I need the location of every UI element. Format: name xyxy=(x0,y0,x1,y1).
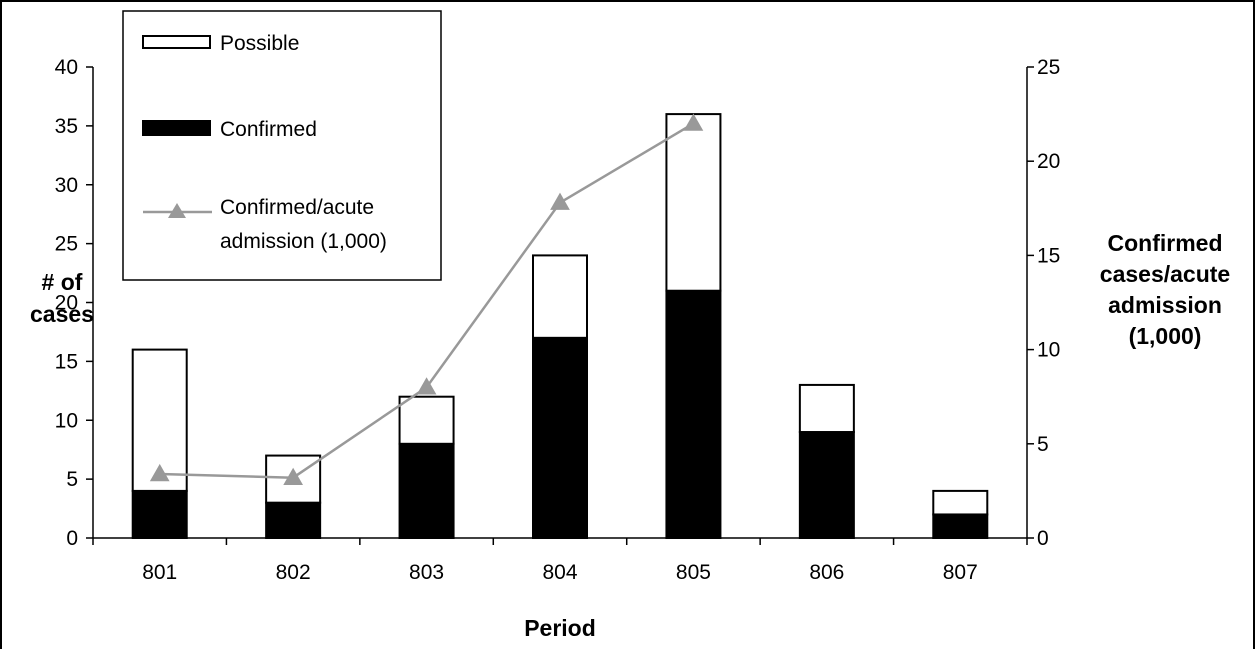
y-tick-label: 10 xyxy=(55,409,78,432)
y2-tick-label: 20 xyxy=(1037,150,1060,173)
legend-swatch-possible xyxy=(142,35,211,49)
labels-layer: 0 5 10 15 20 25 30 35 40 0 5 10 15 20 25 801 802 803 804 80… xyxy=(30,56,1230,641)
y-tick-label: 5 xyxy=(66,468,78,491)
legend-label-2: Confirmed xyxy=(220,118,317,141)
line-point-805 xyxy=(683,113,704,131)
y2-axis-title: Confirmed cases/acute admission (1,000) xyxy=(1100,230,1230,349)
legend-label-3: Confirmed/acute admission (1,000) xyxy=(220,196,387,253)
bar-possible-805 xyxy=(665,113,722,292)
axes-layer xyxy=(86,66,1034,545)
legend-marker-triangle xyxy=(168,203,186,218)
bar-possible-803 xyxy=(398,395,455,445)
legend-label-1: Possible xyxy=(220,32,299,55)
bars-layer xyxy=(131,113,989,540)
y-tick-label: 25 xyxy=(55,233,78,256)
bar-confirmed-801 xyxy=(131,489,188,539)
y2-tick-label: 15 xyxy=(1037,244,1060,267)
x-tick-label: 807 xyxy=(943,561,978,584)
x-axis-title: Period xyxy=(524,615,596,641)
line-point-804 xyxy=(550,192,570,210)
x-tick-label: 803 xyxy=(409,561,444,584)
x-tick-label: 806 xyxy=(809,561,844,584)
bar-confirmed-805 xyxy=(665,289,722,540)
bar-confirmed-804 xyxy=(532,336,588,539)
y2-tick-label: 10 xyxy=(1037,339,1060,362)
bar-possible-804 xyxy=(532,254,588,339)
y-tick-label: 20 xyxy=(55,292,78,315)
y-tick-label: 40 xyxy=(55,56,78,79)
legend-box xyxy=(122,10,442,281)
line-layer xyxy=(149,113,704,485)
y-tick-label: 35 xyxy=(55,115,78,138)
bar-confirmed-806 xyxy=(798,431,855,539)
line-point-803 xyxy=(416,377,437,395)
y2-tick-label: 0 xyxy=(1037,527,1049,550)
bar-confirmed-803 xyxy=(398,442,455,539)
x-tick-label: 801 xyxy=(142,561,177,584)
bar-confirmed-807 xyxy=(932,513,989,540)
line-point-802 xyxy=(283,467,304,485)
y-tick-label: 30 xyxy=(55,174,78,197)
bar-confirmed-802 xyxy=(265,501,322,539)
legend-swatch-confirmed xyxy=(142,120,211,136)
y-axis-title: # of cases xyxy=(30,269,94,327)
line-point-801 xyxy=(149,463,170,482)
bar-possible-802 xyxy=(265,454,322,504)
x-tick-label: 804 xyxy=(542,561,577,584)
x-tick-label: 805 xyxy=(676,561,711,584)
x-tick-label: 802 xyxy=(276,561,311,584)
bar-possible-806 xyxy=(798,383,855,434)
bar-possible-807 xyxy=(932,489,989,516)
y2-tick-label: 5 xyxy=(1037,433,1049,456)
legend: Possible Confirmed Confirmed/acute admissio… xyxy=(122,10,442,281)
y-tick-label: 0 xyxy=(66,527,78,550)
y-tick-label: 15 xyxy=(55,350,78,373)
y2-tick-label: 25 xyxy=(1037,56,1060,79)
